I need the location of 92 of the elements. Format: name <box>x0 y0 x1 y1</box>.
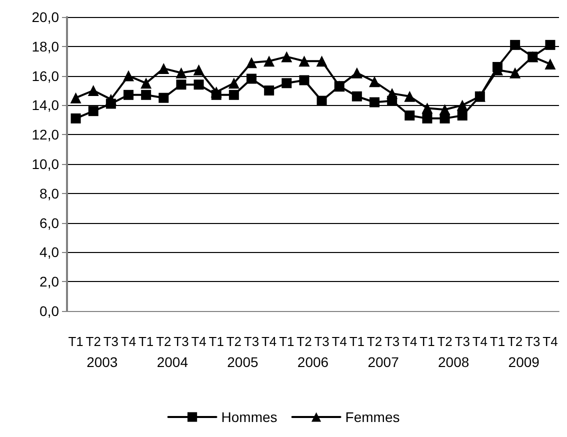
x-tick-label: T2 <box>296 334 312 349</box>
point <box>316 56 328 67</box>
point <box>70 113 81 124</box>
point <box>105 94 116 105</box>
x-tick-label: T2 <box>437 334 452 349</box>
point <box>124 90 134 100</box>
point <box>422 102 433 114</box>
point <box>193 64 204 76</box>
text: 2008 <box>438 354 470 370</box>
point <box>369 76 380 88</box>
point <box>544 58 556 70</box>
point <box>351 67 362 78</box>
x-tick-label: T4 <box>191 334 206 349</box>
x-tick-label: T3 <box>525 334 540 349</box>
point <box>264 56 275 67</box>
point <box>246 74 256 84</box>
point <box>298 56 310 67</box>
x-tick-label: T2 <box>226 334 242 349</box>
x-tick-label: T4 <box>542 334 558 349</box>
point <box>158 92 169 103</box>
y-tick-label: 12,0 <box>32 126 60 143</box>
point <box>510 40 520 50</box>
point <box>316 96 327 106</box>
x-tick-label: T4 <box>261 334 277 349</box>
text: 2005 <box>227 354 258 370</box>
x-tick-label: T3 <box>244 334 260 349</box>
y-tick-label: 14,0 <box>32 97 60 114</box>
x-tick-label: T2 <box>507 334 523 349</box>
point <box>141 90 152 100</box>
y-tick-label: 10,0 <box>32 156 60 172</box>
x-tick-label: T4 <box>472 334 488 349</box>
point <box>210 86 222 98</box>
point <box>404 110 415 120</box>
point <box>70 92 82 104</box>
legend-label: Femmes <box>345 409 400 425</box>
point <box>246 57 257 68</box>
point <box>352 91 362 102</box>
point <box>158 62 170 74</box>
x-tick-label: T1 <box>349 334 365 349</box>
x-tick-label: T2 <box>156 334 172 349</box>
text: 2006 <box>297 354 329 370</box>
point <box>123 70 134 82</box>
text: 2003 <box>86 354 118 370</box>
x-tick-label: T4 <box>402 334 418 349</box>
point <box>281 51 292 62</box>
y-tick-label: 18,0 <box>32 38 60 54</box>
x-tick-label: T3 <box>103 334 119 349</box>
x-tick-label: T4 <box>120 334 136 349</box>
point <box>194 80 204 90</box>
x-tick-label: T1 <box>68 334 84 349</box>
point <box>228 90 239 100</box>
y-tick-label: 0,0 <box>40 303 60 319</box>
y-tick-label: 8,0 <box>40 185 60 202</box>
x-tick-label: T1 <box>279 334 294 349</box>
point <box>88 85 99 96</box>
point <box>88 106 98 116</box>
x-tick-label: T2 <box>366 334 382 349</box>
point <box>264 86 274 96</box>
x-tick-label: T1 <box>490 334 506 349</box>
point <box>422 113 432 124</box>
text: 2007 <box>368 354 400 370</box>
x-tick-label: T4 <box>332 334 347 349</box>
x-tick-label: T3 <box>454 334 470 349</box>
point <box>228 78 240 89</box>
point <box>545 40 556 50</box>
x-tick-label: T3 <box>384 334 400 349</box>
x-tick-label: T1 <box>138 334 154 349</box>
point <box>510 67 521 78</box>
x-tick-label: T2 <box>86 334 101 349</box>
point <box>176 80 186 90</box>
point <box>282 78 292 88</box>
point <box>299 75 310 86</box>
x-tick-label: T1 <box>208 334 224 349</box>
y-tick-label: 20,0 <box>32 9 60 25</box>
x-tick-label: T1 <box>420 334 435 349</box>
y-tick-label: 16,0 <box>32 68 60 84</box>
y-tick-label: 6,0 <box>40 214 60 231</box>
x-tick-label: T3 <box>314 334 330 349</box>
point <box>386 88 398 99</box>
point <box>439 104 450 116</box>
point <box>140 78 152 89</box>
legend-label: Hommes <box>221 409 278 425</box>
y-tick-label: 4,0 <box>40 244 60 260</box>
x-tick-label: T3 <box>174 334 189 349</box>
point <box>404 90 416 102</box>
point <box>456 100 468 111</box>
text: 2004 <box>156 354 188 370</box>
text: 2009 <box>508 354 540 370</box>
y-tick-label: 2,0 <box>40 274 60 290</box>
point <box>370 97 380 108</box>
point <box>457 110 468 120</box>
point <box>176 67 187 78</box>
